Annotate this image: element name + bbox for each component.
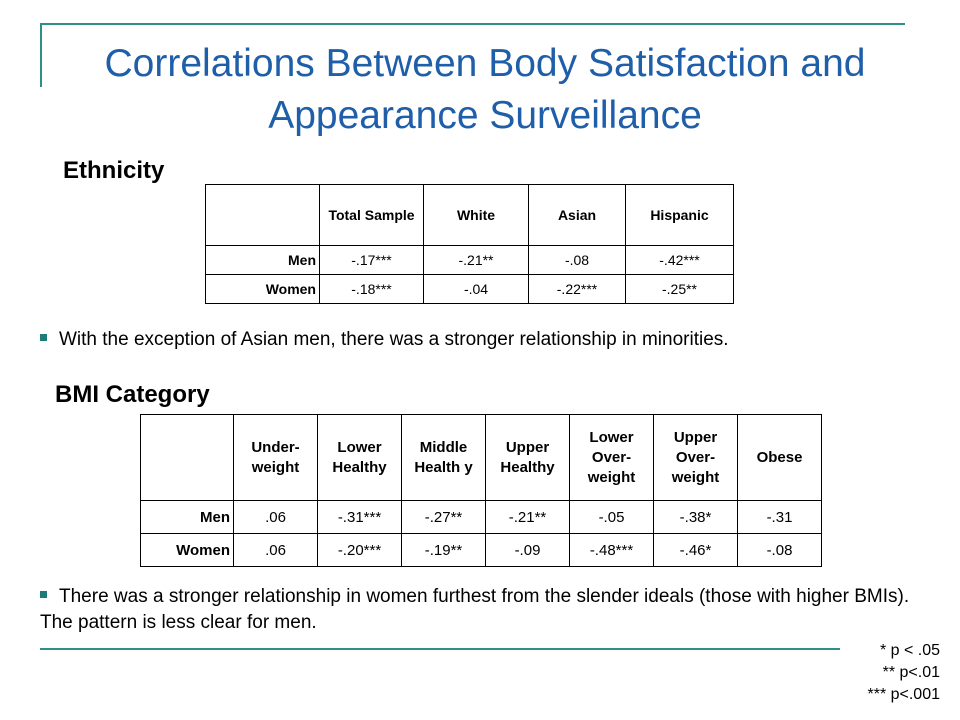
significance-legend: * p < .05 ** p<.01 *** p<.001 [867, 640, 940, 706]
col-header-middle-healthy: Middle Health y [401, 414, 486, 501]
table-cell: -.46* [653, 533, 738, 567]
ethnicity-note-text: With the exception of Asian men, there w… [59, 329, 729, 350]
col-header-obese: Obese [737, 414, 822, 501]
significance-line: ** p<.01 [882, 664, 940, 681]
table-cell: .06 [233, 533, 318, 567]
table-cell: -.31*** [317, 500, 402, 534]
col-header-lower-healthy: Lower Healthy [317, 414, 402, 501]
table-header-row: Total Sample White Asian Hispanic [205, 184, 734, 246]
table-cell: -.22*** [528, 274, 626, 304]
table-header-row: Under-weight Lower Healthy Middle Health… [140, 414, 822, 501]
table-corner-cell [205, 184, 320, 246]
col-header-total-sample: Total Sample [319, 184, 424, 246]
table-cell: -.08 [528, 245, 626, 275]
top-rule [40, 23, 905, 25]
table-cell: -.21** [423, 245, 529, 275]
row-label-men: Men [205, 245, 320, 275]
table-row: Men -.17*** -.21** -.08 -.42*** [205, 245, 734, 275]
left-rule [40, 23, 42, 87]
table-cell: -.08 [737, 533, 822, 567]
row-label-women: Women [205, 274, 320, 304]
col-header-asian: Asian [528, 184, 626, 246]
square-bullet-icon [40, 591, 47, 599]
significance-line: * p < .05 [879, 642, 940, 659]
table-cell: -.18*** [319, 274, 424, 304]
ethnicity-heading: Ethnicity [63, 157, 165, 184]
table-row: Women .06 -.20*** -.19** -.09 -.48*** -.… [140, 533, 822, 567]
table-corner-cell [140, 414, 234, 501]
table-cell: -.42*** [625, 245, 734, 275]
table-row: Men .06 -.31*** -.27** -.21** -.05 -.38*… [140, 500, 822, 534]
ethnicity-note: With the exception of Asian men, there w… [40, 327, 729, 353]
col-header-lower-overweight: Lower Over-weight [569, 414, 654, 501]
row-label-women: Women [140, 533, 234, 567]
table-cell: -.04 [423, 274, 529, 304]
table-cell: -.25** [625, 274, 734, 304]
table-cell: -.27** [401, 500, 486, 534]
row-label-men: Men [140, 500, 234, 534]
table-cell: -.48*** [569, 533, 654, 567]
col-header-upper-healthy: Upper Healthy [485, 414, 570, 501]
col-header-white: White [423, 184, 529, 246]
table-row: Women -.18*** -.04 -.22*** -.25** [205, 274, 734, 304]
table-cell: -.38* [653, 500, 738, 534]
col-header-upper-overweight: Upper Over-weight [653, 414, 738, 501]
bmi-table: Under-weight Lower Healthy Middle Health… [140, 414, 822, 567]
table-cell: -.21** [485, 500, 570, 534]
table-cell: -.31 [737, 500, 822, 534]
table-cell: -.17*** [319, 245, 424, 275]
slide-title: Correlations Between Body Satisfaction a… [104, 42, 866, 137]
bmi-note-text: There was a stronger relationship in wom… [40, 586, 910, 633]
table-cell: -.09 [485, 533, 570, 567]
bottom-rule [40, 648, 840, 650]
square-bullet-icon [40, 334, 47, 342]
col-header-hispanic: Hispanic [625, 184, 734, 246]
col-header-underweight: Under-weight [233, 414, 318, 501]
table-cell: -.05 [569, 500, 654, 534]
table-cell: -.20*** [317, 533, 402, 567]
bmi-heading: BMI Category [55, 381, 210, 408]
ethnicity-table: Total Sample White Asian Hispanic Men -.… [205, 184, 734, 304]
significance-line: *** p<.001 [867, 686, 940, 703]
bmi-note: There was a stronger relationship in wom… [40, 584, 920, 636]
table-cell: -.19** [401, 533, 486, 567]
table-cell: .06 [233, 500, 318, 534]
